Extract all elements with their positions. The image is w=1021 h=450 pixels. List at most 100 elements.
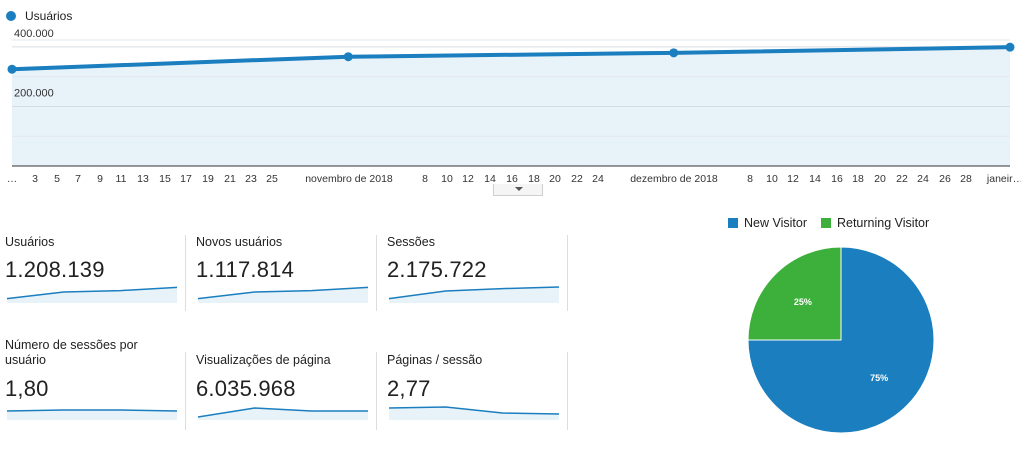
legend-swatch-icon [728,218,738,228]
metric-label: Novos usuários [196,235,283,249]
sparkline-area [389,287,559,303]
divider [185,235,186,311]
metric-card-sessoes-por-usuario[interactable]: Número de sessões por usuário 1,80 [5,338,185,428]
legend-swatch-icon [820,218,831,228]
pie-legend[interactable]: New Visitor Returning Visitor [728,215,943,231]
metric-label: Usuários [5,235,55,249]
data-point [1005,42,1015,52]
data-point [7,64,17,74]
x-tick-label: 18 [528,173,540,185]
metric-sparkline [388,286,560,303]
pie-slice-label: 75% [870,373,888,383]
x-tick-label: 20 [874,173,886,185]
x-tick-label: 11 [116,173,127,185]
legend-label-returning-visitor: Returning Visitor [836,216,930,230]
x-tick-label: 28 [960,173,972,185]
metric-sparkline [197,286,369,303]
metric-value: 2,77 [387,376,431,401]
sparkline-line [388,286,560,300]
metric-label: Páginas / sessão [387,353,483,367]
pie-slice-label: 25% [794,297,812,307]
sparkline-line [197,286,369,300]
pie-slice-returning-visitor [747,246,842,341]
pie-slice-new-visitor [747,246,935,434]
pie-legend-item[interactable]: New Visitor [728,216,807,230]
x-tick-label: 16 [506,173,518,185]
metric-label: Número de sessões por usuário [5,338,138,367]
x-tick-label: 15 [159,173,171,185]
data-point [669,48,679,58]
x-tick-label: 10 [766,173,778,185]
series-line [11,45,1011,72]
metric-value: 2.175.722 [387,257,487,282]
data-point [343,52,353,62]
x-tick-label: 25 [266,173,278,185]
sparkline-line [6,409,178,412]
x-tick-label: 24 [592,173,604,185]
sparkline-line [197,407,368,418]
sparkline-area [7,410,177,420]
x-tick-label: 21 [224,173,236,185]
metric-label: Sessões [387,235,435,249]
y-tick-label: 400.000 [14,28,54,40]
x-tick-label: 8 [747,173,753,185]
x-tick-label: 9 [97,173,103,185]
metric-card-paginas-sessao[interactable]: Páginas / sessão 2,77 [387,353,567,443]
metric-card-visualizacoes[interactable]: Visualizações de página 6.035.968 [196,353,376,443]
x-tick-label: 8 [422,173,428,185]
legend-label-usuarios: Usuários [25,9,73,23]
x-tick-label: 20 [549,173,561,185]
pie-legend-item[interactable]: Returning Visitor [820,216,930,230]
sparkline-line [6,286,178,300]
x-tick-label: dezembro de 2018 [630,173,718,185]
x-tick-label: janeir… [986,173,1021,185]
x-tick-label: novembro de 2018 [305,173,393,185]
x-tick-label: 22 [896,173,908,185]
x-tick-label: … [7,173,18,185]
x-tick-label: 19 [202,173,214,185]
legend-label-new-visitor: New Visitor [744,216,807,230]
x-tick-label: 23 [245,173,257,185]
x-tick-label: 3 [32,173,38,185]
metric-card-usuarios[interactable]: Usuários 1.208.139 [5,235,185,325]
chart-collapse-toggle[interactable] [493,184,543,196]
divider [567,235,568,311]
visitor-pie-chart: 75% 25% [747,246,935,434]
x-tick-label: 18 [852,173,864,185]
sparkline-area [389,407,559,420]
chart-legend[interactable]: Usuários [6,8,72,24]
divider [185,352,186,430]
x-tick-label: 12 [462,173,474,185]
metric-value: 6.035.968 [196,376,296,401]
x-tick-label: 24 [917,173,929,185]
metric-card-novos-usuarios[interactable]: Novos usuários 1.117.814 [196,235,376,325]
x-tick-label: 12 [787,173,799,185]
x-tick-label: 22 [571,173,583,185]
x-tick-label: 17 [180,173,192,185]
divider [567,352,568,430]
x-tick-label: 10 [441,173,453,185]
metric-card-sessoes[interactable]: Sessões 2.175.722 [387,235,567,325]
metric-label: Visualizações de página [196,353,331,367]
metric-sparkline [6,409,178,420]
x-tick-label: 7 [75,173,81,185]
x-tick-label: 16 [831,173,843,185]
users-line-chart: 200.000 400.000 … 3 5 7 9 11 13 15 17 19 21 23 25 novem… [7,28,1021,185]
sparkline-line [388,406,560,415]
metric-value: 1,80 [5,376,49,401]
x-tick-label: 26 [939,173,951,185]
divider [376,235,377,311]
x-tick-label: 14 [484,173,496,185]
metric-sparkline [388,406,560,420]
metric-sparkline [197,407,368,420]
y-tick-label: 200.000 [14,87,54,99]
sparkline-area [7,287,177,303]
metric-value: 1.208.139 [5,257,105,282]
x-tick-label: 5 [54,173,60,185]
divider [376,352,377,430]
x-tick-label: 14 [809,173,821,185]
metric-value: 1.117.814 [196,257,295,282]
sparkline-area [198,287,368,303]
x-tick-label: 13 [137,173,149,185]
metric-sparkline [6,286,178,303]
